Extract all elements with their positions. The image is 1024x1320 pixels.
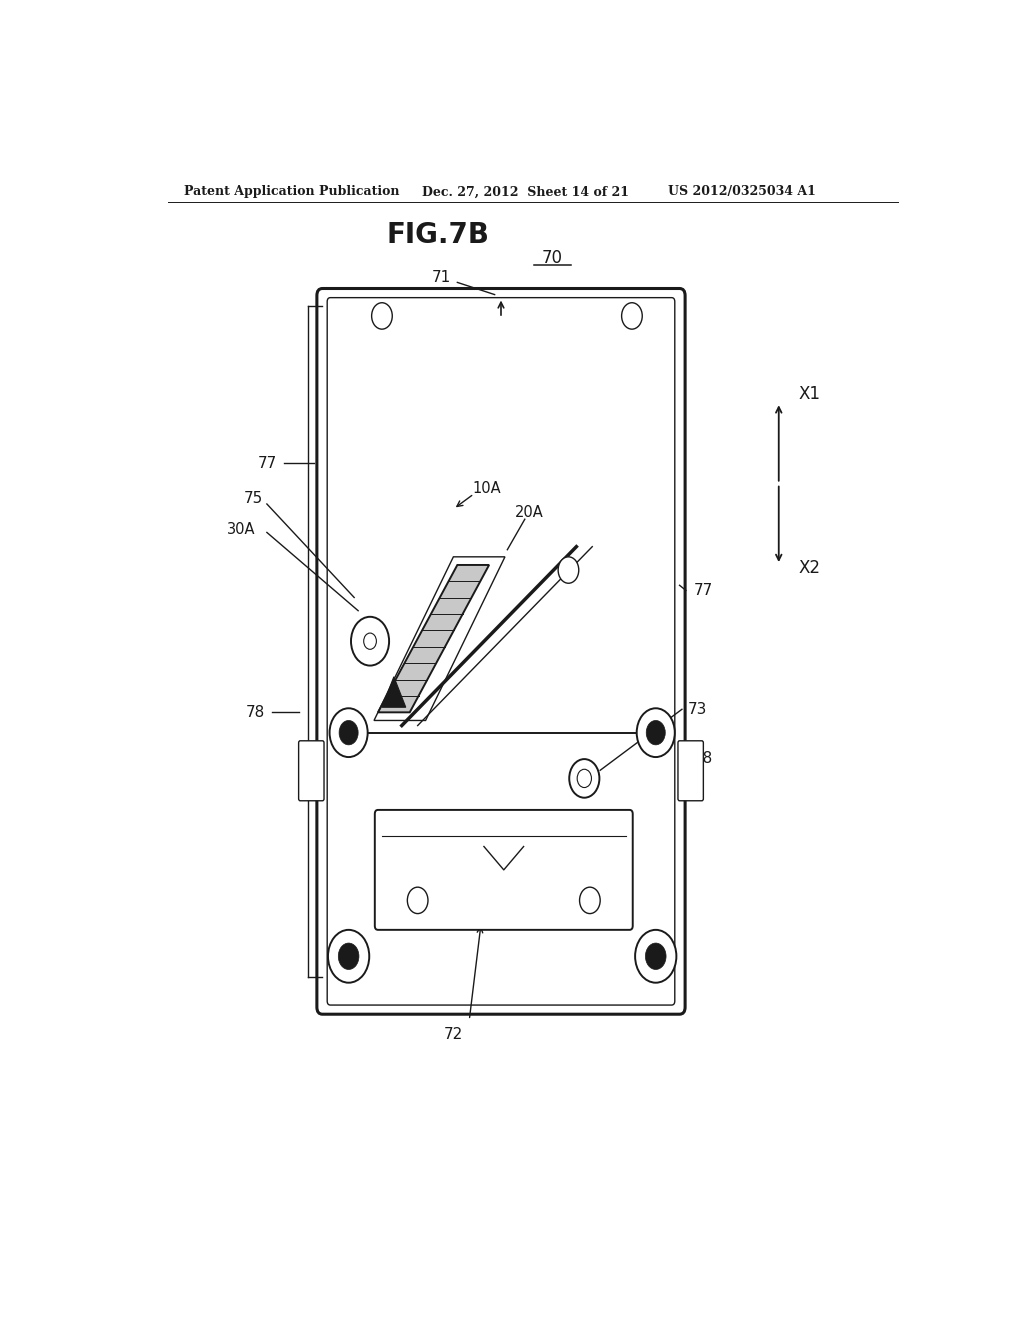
Text: 78: 78 (693, 751, 713, 766)
Text: 73: 73 (688, 702, 708, 717)
Text: Patent Application Publication: Patent Application Publication (183, 185, 399, 198)
Circle shape (351, 616, 389, 665)
FancyBboxPatch shape (316, 289, 685, 1014)
Text: X1: X1 (799, 385, 820, 403)
Circle shape (330, 709, 368, 758)
Circle shape (372, 302, 392, 329)
Circle shape (328, 929, 370, 982)
Polygon shape (382, 677, 406, 708)
Circle shape (578, 770, 592, 788)
Circle shape (580, 887, 600, 913)
Text: 30A: 30A (227, 521, 256, 537)
Text: 70: 70 (542, 249, 563, 267)
FancyBboxPatch shape (678, 741, 703, 801)
Circle shape (637, 709, 675, 758)
Text: Dec. 27, 2012  Sheet 14 of 21: Dec. 27, 2012 Sheet 14 of 21 (422, 185, 629, 198)
Circle shape (646, 721, 666, 744)
Text: 78: 78 (246, 705, 264, 719)
Circle shape (364, 634, 377, 649)
Text: 20A: 20A (514, 504, 543, 520)
Text: 77: 77 (693, 583, 713, 598)
Circle shape (339, 721, 358, 744)
Circle shape (622, 302, 642, 329)
Text: US 2012/0325034 A1: US 2012/0325034 A1 (668, 185, 815, 198)
Circle shape (635, 929, 677, 982)
FancyBboxPatch shape (375, 810, 633, 929)
Circle shape (569, 759, 599, 797)
Circle shape (338, 942, 359, 969)
Polygon shape (378, 565, 489, 713)
Circle shape (645, 942, 666, 969)
Text: 77: 77 (257, 455, 276, 471)
Text: 75: 75 (244, 491, 263, 507)
Text: 71: 71 (432, 269, 452, 285)
Circle shape (558, 557, 579, 583)
Text: 10A: 10A (472, 482, 501, 496)
Text: 72: 72 (443, 1027, 463, 1041)
Text: X2: X2 (799, 558, 820, 577)
FancyBboxPatch shape (299, 741, 324, 801)
Text: FIG.7B: FIG.7B (386, 220, 489, 248)
Circle shape (408, 887, 428, 913)
